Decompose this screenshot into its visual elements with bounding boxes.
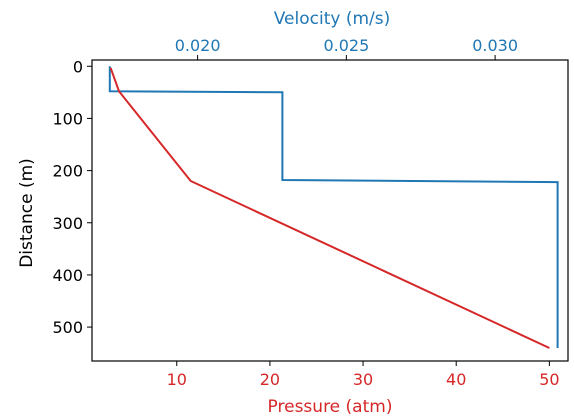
left-axis-label: Distance (m) xyxy=(17,158,37,268)
top-tick-label: 0.030 xyxy=(472,36,518,55)
top-axis-label: Velocity (m/s) xyxy=(274,9,391,29)
bottom-tick-label: 40 xyxy=(446,370,466,389)
series-line-0 xyxy=(108,66,559,348)
left-tick-label: 300 xyxy=(52,214,83,233)
bottom-tick-label: 50 xyxy=(539,370,559,389)
left-tick-label: 0 xyxy=(73,57,83,76)
bottom-axis-label: Pressure (atm) xyxy=(268,397,393,417)
plot-frame xyxy=(91,59,569,362)
bottom-tick-label: 30 xyxy=(353,370,373,389)
series-layer xyxy=(108,66,559,349)
bottom-tick-label: 10 xyxy=(167,370,187,389)
top-axis-ticks: 0.020 0.025 0.030 xyxy=(175,36,518,60)
plot-area xyxy=(91,59,569,362)
left-axis-ticks: 0 100 200 300 400 500 xyxy=(52,57,92,337)
bottom-tick-label: 20 xyxy=(260,370,280,389)
series-line-1 xyxy=(109,67,550,349)
bottom-axis-ticks: 10 20 30 40 50 xyxy=(167,361,560,389)
top-tick-label: 0.020 xyxy=(175,36,221,55)
left-tick-label: 100 xyxy=(52,109,83,128)
left-tick-label: 200 xyxy=(52,162,83,181)
left-tick-label: 500 xyxy=(52,318,83,337)
top-tick-label: 0.025 xyxy=(323,36,369,55)
left-tick-label: 400 xyxy=(52,266,83,285)
